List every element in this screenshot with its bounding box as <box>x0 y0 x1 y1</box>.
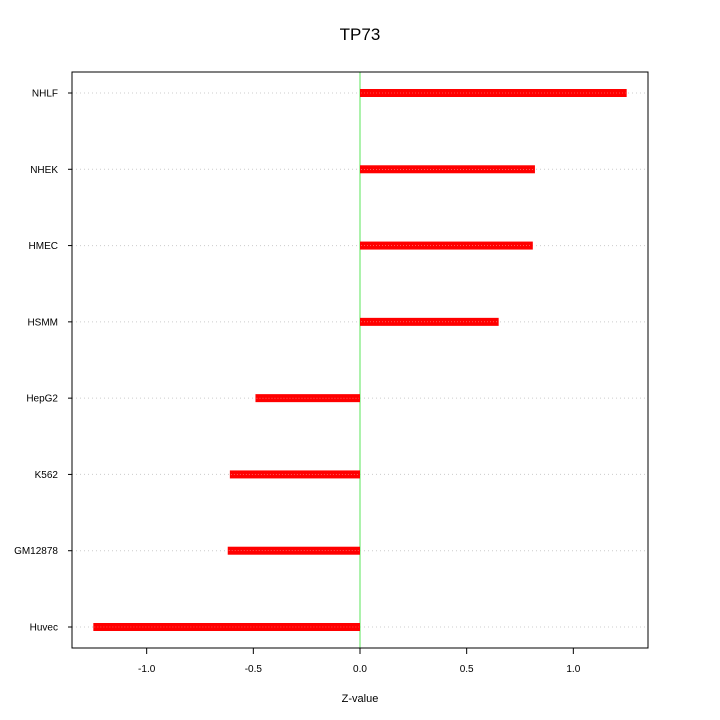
bar-layer <box>93 89 627 631</box>
x-tick-label: 1.0 <box>566 664 580 675</box>
bar-GM12878 <box>227 546 360 555</box>
y-axis: NHLF NHEK HMEC HSMM HepG2 K562 GM12878 Huvec <box>14 89 72 634</box>
bar-HSMM <box>360 317 499 326</box>
x-tick-label: -0.5 <box>245 664 263 675</box>
y-tick-label: HSMM <box>27 317 58 328</box>
x-tick-label: 0.5 <box>460 664 474 675</box>
x-axis: -1.0 -0.5 0.0 0.5 1.0 <box>138 648 581 675</box>
y-tick-label: NHLF <box>32 89 58 100</box>
y-tick-label: HMEC <box>29 241 58 252</box>
x-axis-label: Z-value <box>342 693 379 705</box>
bar-HMEC <box>360 241 533 250</box>
y-tick-label: GM12878 <box>14 546 58 557</box>
y-tick-label: NHEK <box>30 165 58 176</box>
bar-NHEK <box>360 165 535 174</box>
x-tick-label: 0.0 <box>353 664 367 675</box>
y-tick-label: HepG2 <box>26 394 58 405</box>
x-tick-label: -1.0 <box>138 664 156 675</box>
bar-K562 <box>229 470 360 479</box>
chart-title: TP73 <box>340 25 381 44</box>
y-tick-label: K562 <box>35 470 59 481</box>
y-tick-label: Huvec <box>30 623 58 634</box>
